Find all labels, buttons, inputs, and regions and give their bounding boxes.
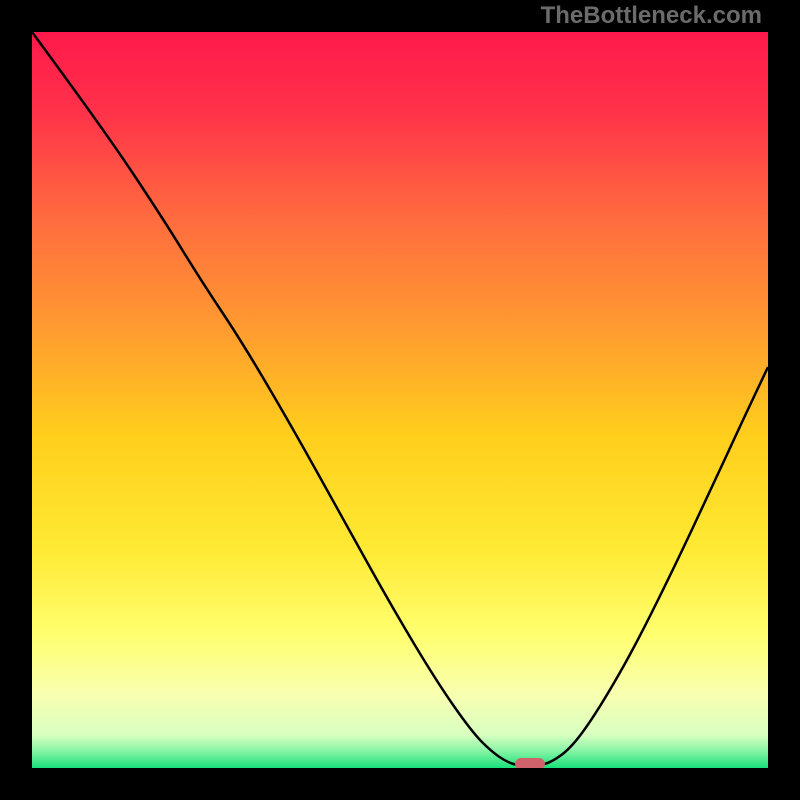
frame-border-left xyxy=(0,0,32,800)
plot-area xyxy=(32,32,768,768)
bottleneck-curve xyxy=(32,32,768,768)
chart-frame: TheBottleneck.com xyxy=(0,0,800,800)
watermark-text: TheBottleneck.com xyxy=(541,2,762,30)
frame-border-right xyxy=(768,0,800,800)
optimal-marker xyxy=(515,758,545,768)
frame-border-bottom xyxy=(0,768,800,800)
